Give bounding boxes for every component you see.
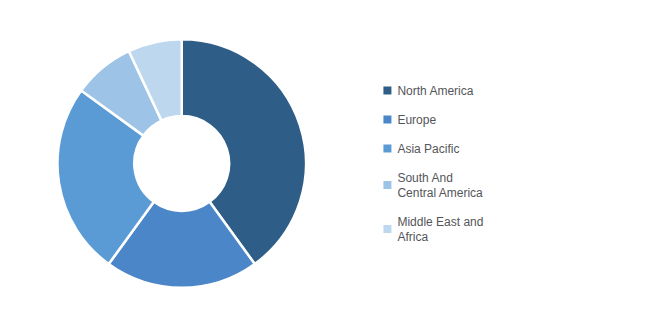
svg-text:Europe: Europe [397, 113, 436, 127]
svg-text:Middle East and: Middle East and [397, 215, 483, 229]
svg-text:North America: North America [397, 84, 473, 98]
svg-text:Asia Pacific: Asia Pacific [397, 142, 459, 156]
svg-text:Africa: Africa [397, 230, 428, 244]
svg-text:Central America: Central America [397, 186, 483, 200]
svg-text:South And: South And [397, 171, 452, 185]
